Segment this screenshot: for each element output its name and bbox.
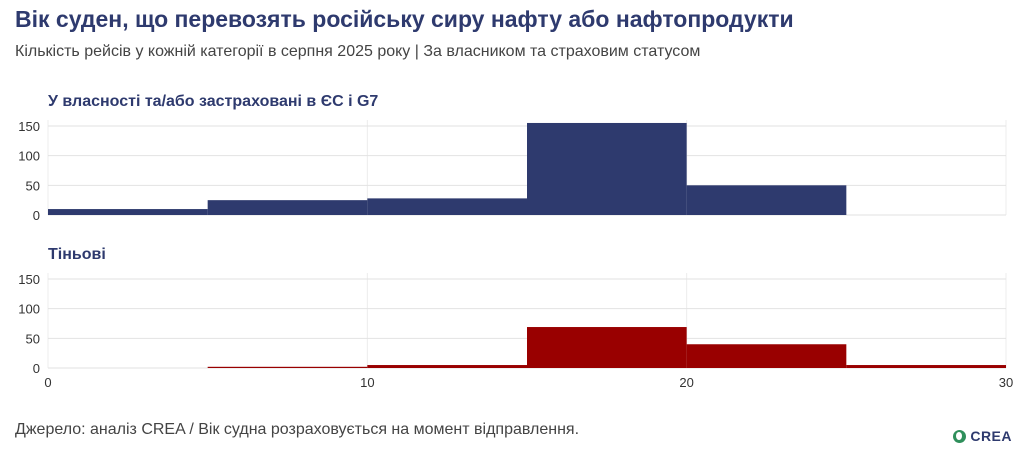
panel-title: Тіньові: [48, 246, 106, 263]
x-tick-label: 10: [360, 375, 374, 390]
histogram-bar: [527, 327, 687, 368]
source-note: Джерело: аналіз CREA / Вік судна розрахо…: [15, 421, 580, 438]
y-tick-label: 50: [26, 178, 40, 193]
histogram-bar: [846, 365, 1006, 368]
y-tick-label: 0: [33, 361, 40, 376]
crea-logo-icon: [953, 429, 967, 443]
histogram-bar: [686, 185, 847, 215]
histogram-bar: [48, 209, 208, 215]
chart-title: Вік суден, що перевозять російську сиру …: [15, 6, 794, 32]
x-tick-label: 0: [44, 375, 51, 390]
y-tick-label: 100: [18, 149, 40, 164]
y-tick-label: 0: [33, 208, 40, 223]
histogram-bar: [686, 344, 847, 368]
histogram-bar: [207, 366, 368, 368]
x-tick-label: 20: [679, 375, 693, 390]
crea-logo-text: CREA: [970, 428, 1012, 444]
histogram-bar: [527, 122, 687, 215]
crea-logo: CREA: [953, 428, 1012, 444]
panel-title: У власності та/або застраховані в ЄС і G…: [48, 93, 378, 110]
y-tick-label: 150: [18, 119, 40, 134]
y-tick-label: 50: [26, 331, 40, 346]
y-tick-label: 100: [18, 302, 40, 317]
y-tick-label: 150: [18, 272, 40, 287]
histogram-bar: [207, 200, 368, 215]
x-tick-label: 30: [999, 375, 1013, 390]
histogram-bar: [367, 198, 527, 215]
histogram-bar: [367, 365, 527, 368]
chart-subtitle: Кількість рейсів у кожній категорії в се…: [15, 43, 701, 60]
